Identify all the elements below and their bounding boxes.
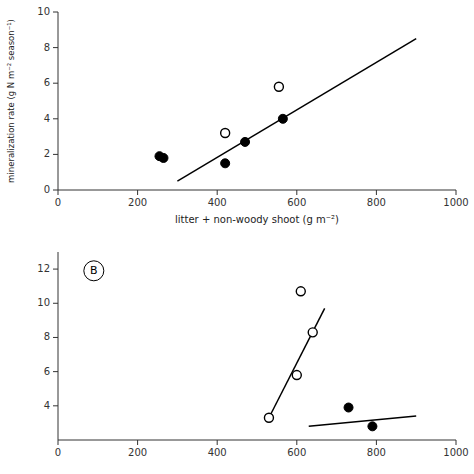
x-tick <box>376 440 377 445</box>
x-tick-label: 0 <box>55 447 61 458</box>
y-tick-label: 6 <box>44 366 50 377</box>
x-tick <box>137 440 138 445</box>
x-axis <box>58 440 456 441</box>
y-tick-label: 4 <box>44 400 50 411</box>
y-tick <box>53 12 58 13</box>
x-axis <box>58 190 456 191</box>
x-tick-label: 1000 <box>443 447 468 458</box>
y-tick <box>53 83 58 84</box>
x-tick-label: 0 <box>55 197 61 208</box>
x-tick-label: 600 <box>287 197 306 208</box>
x-tick <box>296 190 297 195</box>
y-tick <box>53 371 58 372</box>
annotation-frame <box>84 261 104 281</box>
y-axis-label: mineralization rate (g N m⁻² season⁻¹) <box>6 19 16 183</box>
line <box>309 416 416 426</box>
y-tick-label: 12 <box>37 263 50 274</box>
x-tick <box>456 190 457 195</box>
y-tick-label: 0 <box>44 184 50 195</box>
figure: 0 200 400 600 800 1000 0 2 4 6 8 10 litter + non-woo… <box>0 0 474 474</box>
x-tick-label: 400 <box>208 197 227 208</box>
open-point <box>296 287 305 296</box>
filled-point <box>344 403 353 412</box>
open-point <box>264 413 273 422</box>
y-tick-label: 10 <box>37 6 50 17</box>
y-tick <box>53 269 58 270</box>
y-tick <box>53 47 58 48</box>
filled-point <box>221 159 230 168</box>
filled-point <box>241 137 250 146</box>
y-axis <box>58 12 59 190</box>
annotation: B <box>90 264 98 277</box>
x-tick-label: 200 <box>128 197 147 208</box>
x-tick <box>296 440 297 445</box>
plot-area <box>155 39 416 181</box>
open-point <box>274 82 283 91</box>
y-tick-label: 2 <box>44 148 50 159</box>
panel: 0 200 400 600 800 1000 4 6 8 10 12 B <box>37 252 468 458</box>
y-axis <box>58 252 59 440</box>
y-tick-label: 10 <box>37 297 50 308</box>
y-tick-label: 6 <box>44 77 50 88</box>
filled-point <box>278 114 287 123</box>
y-tick-label: 4 <box>44 113 50 124</box>
y-tick <box>53 405 58 406</box>
x-tick <box>58 440 59 445</box>
y-tick <box>53 190 58 191</box>
x-tick-label: 800 <box>367 197 386 208</box>
x-tick <box>137 190 138 195</box>
y-tick-label: 8 <box>44 331 50 342</box>
x-tick-label: 600 <box>287 447 306 458</box>
x-tick <box>58 190 59 195</box>
x-tick <box>456 440 457 445</box>
y-tick <box>53 337 58 338</box>
y-tick <box>53 154 58 155</box>
y-tick <box>53 303 58 304</box>
y-tick-label: 8 <box>44 42 50 53</box>
x-tick-label: 200 <box>128 447 147 458</box>
open-point <box>292 371 301 380</box>
x-tick-label: 400 <box>208 447 227 458</box>
x-tick-label: 800 <box>367 447 386 458</box>
x-axis-label: litter + non-woody shoot (g m⁻²) <box>175 214 339 225</box>
panel: 0 200 400 600 800 1000 0 2 4 6 8 10 litter + non-woo… <box>6 6 469 225</box>
line <box>269 308 325 417</box>
plot-area <box>264 287 416 431</box>
open-point <box>308 328 317 337</box>
line <box>177 39 416 181</box>
x-tick <box>376 190 377 195</box>
filled-point <box>368 422 377 431</box>
y-tick <box>53 118 58 119</box>
x-tick <box>217 190 218 195</box>
filled-point <box>159 153 168 162</box>
open-point <box>221 129 230 138</box>
x-tick-label: 1000 <box>443 197 468 208</box>
x-tick <box>217 440 218 445</box>
